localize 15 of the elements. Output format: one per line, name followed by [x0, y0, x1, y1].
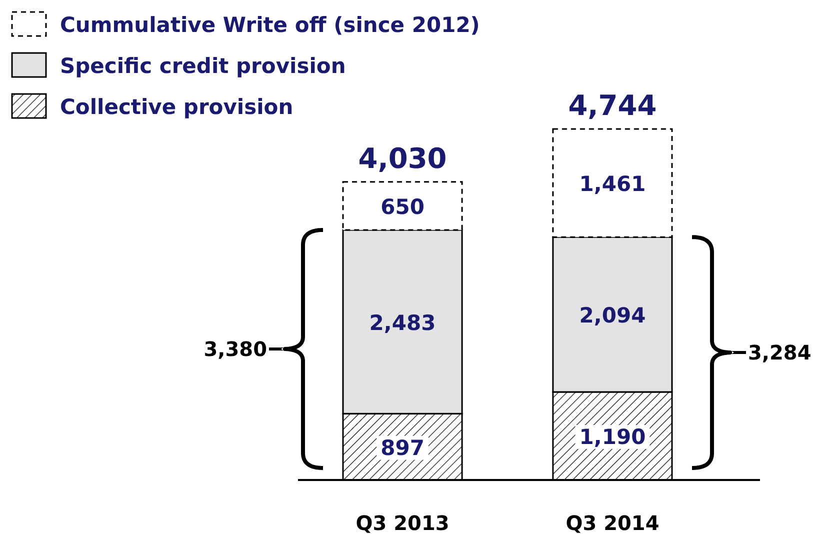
- legend-label: Specific credit provision: [60, 54, 346, 78]
- legend-label: Collective provision: [60, 95, 294, 119]
- data-label: 2,094: [579, 304, 646, 328]
- data-label: 2,483: [369, 310, 436, 335]
- data-label: 1,461: [579, 172, 646, 196]
- annotation: 3,284: [748, 340, 812, 365]
- x-tick-label: Q3 2013: [356, 511, 450, 534]
- text: 3,380: [204, 336, 267, 361]
- data-label: 650: [380, 194, 424, 219]
- total-label: 4,030: [358, 142, 447, 175]
- legend-label: Cummulative Write off (since 2012): [60, 13, 480, 37]
- total-label: 4,744: [568, 89, 657, 122]
- x-tick-label: Q3 2014: [566, 511, 660, 534]
- data-label: 1,190: [579, 424, 646, 449]
- data-label: 897: [380, 436, 424, 460]
